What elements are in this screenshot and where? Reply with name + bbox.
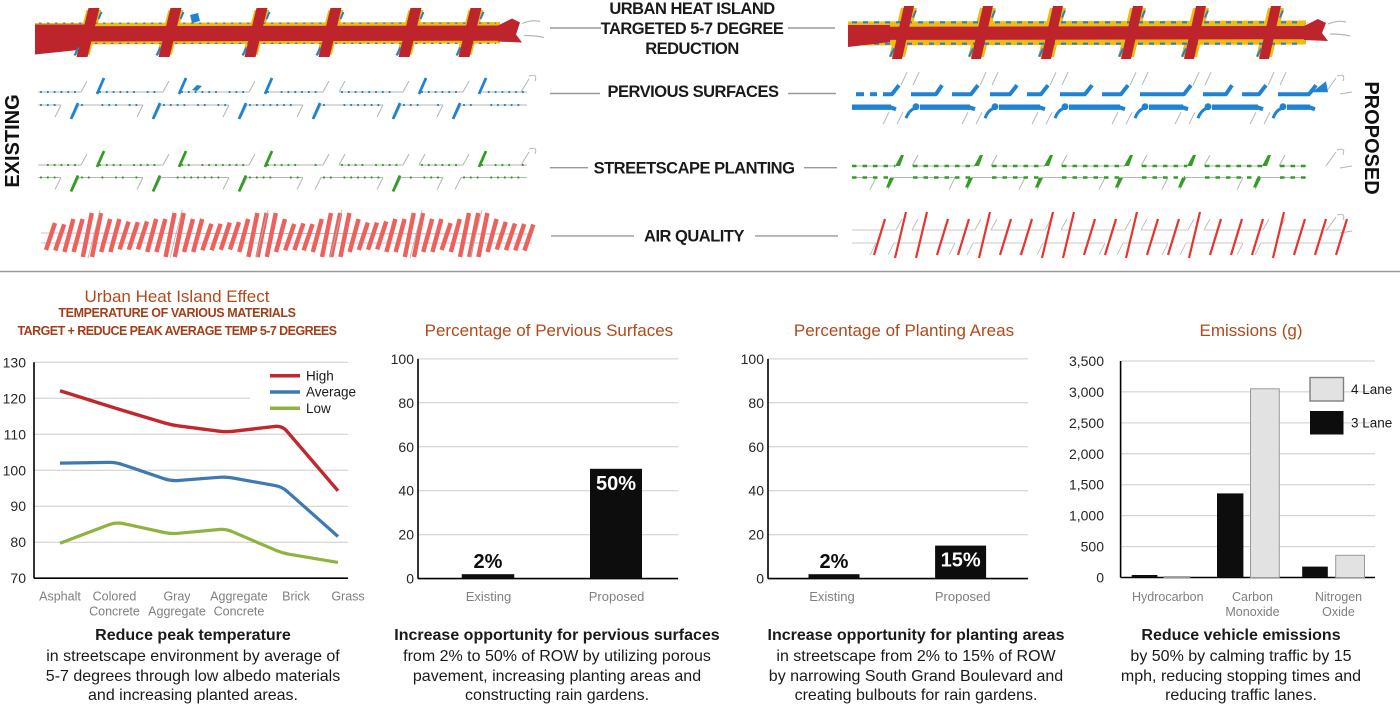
svg-text:60: 60 — [398, 439, 414, 455]
svg-text:1,500: 1,500 — [1069, 477, 1104, 493]
svg-text:2,500: 2,500 — [1069, 415, 1104, 431]
svg-text:0: 0 — [406, 571, 414, 587]
svg-text:Concrete: Concrete — [214, 605, 265, 619]
svg-text:Percentage of Pervious Surface: Percentage of Pervious Surfaces — [425, 321, 674, 340]
svg-text:70: 70 — [10, 570, 26, 586]
svg-text:TARGETED 5-7 DEGREE: TARGETED 5-7 DEGREE — [601, 20, 784, 38]
svg-text:Low: Low — [306, 401, 331, 416]
svg-text:TEMPERATURE OF VARIOUS MATERIA: TEMPERATURE OF VARIOUS MATERIALS — [58, 306, 295, 320]
svg-text:3 Lane: 3 Lane — [1351, 416, 1392, 431]
svg-text:URBAN HEAT ISLAND: URBAN HEAT ISLAND — [609, 0, 775, 18]
svg-text:PERVIOUS SURFACES: PERVIOUS SURFACES — [608, 83, 779, 101]
svg-text:50%: 50% — [596, 473, 636, 495]
svg-text:Proposed: Proposed — [589, 589, 645, 604]
svg-text:Concrete: Concrete — [89, 605, 140, 619]
svg-text:80: 80 — [398, 395, 414, 411]
svg-text:4 Lane: 4 Lane — [1351, 382, 1392, 397]
svg-text:Gray: Gray — [163, 590, 191, 604]
svg-text:PROPOSED: PROPOSED — [1360, 81, 1382, 194]
svg-text:Emissions (g): Emissions (g) — [1200, 321, 1303, 340]
svg-text:20: 20 — [398, 527, 414, 543]
svg-text:120: 120 — [3, 390, 27, 406]
svg-text:Existing: Existing — [466, 589, 512, 604]
svg-text:110: 110 — [4, 426, 27, 442]
svg-text:Asphalt: Asphalt — [39, 590, 81, 604]
svg-text:2%: 2% — [820, 551, 849, 573]
svg-text:80: 80 — [10, 534, 26, 550]
svg-text:High: High — [306, 368, 334, 383]
svg-text:0: 0 — [1096, 570, 1104, 586]
svg-text:3,000: 3,000 — [1069, 384, 1104, 400]
svg-text:Average: Average — [306, 385, 356, 400]
svg-text:80: 80 — [748, 395, 764, 411]
svg-text:Monoxide: Monoxide — [1225, 605, 1279, 619]
svg-text:Aggregate: Aggregate — [210, 590, 268, 604]
svg-text:100: 100 — [741, 351, 765, 367]
svg-text:Oxide: Oxide — [1322, 605, 1355, 619]
svg-text:Proposed: Proposed — [935, 589, 991, 604]
svg-text:AIR QUALITY: AIR QUALITY — [644, 228, 744, 246]
svg-text:Nitrogen: Nitrogen — [1315, 590, 1362, 604]
svg-text:Carbon: Carbon — [1232, 590, 1273, 604]
svg-text:Aggregate: Aggregate — [148, 605, 206, 619]
svg-text:2,000: 2,000 — [1069, 446, 1104, 462]
svg-text:Urban Heat Island Effect: Urban Heat Island Effect — [85, 287, 270, 306]
svg-text:40: 40 — [398, 483, 414, 499]
svg-text:500: 500 — [1081, 539, 1105, 555]
svg-text:Colored: Colored — [93, 590, 137, 604]
svg-text:3,500: 3,500 — [1069, 353, 1104, 369]
svg-text:60: 60 — [748, 439, 764, 455]
svg-text:TARGET + REDUCE PEAK AVERAGE T: TARGET + REDUCE PEAK AVERAGE TEMP 5-7 DE… — [18, 324, 337, 338]
svg-text:Hydrocarbon: Hydrocarbon — [1132, 590, 1204, 604]
svg-text:STREETSCAPE PLANTING: STREETSCAPE PLANTING — [594, 160, 795, 178]
svg-text:REDUCTION: REDUCTION — [645, 40, 739, 58]
svg-text:Existing: Existing — [809, 589, 855, 604]
svg-text:130: 130 — [3, 354, 27, 370]
svg-text:1,000: 1,000 — [1069, 508, 1104, 524]
svg-text:100: 100 — [3, 462, 27, 478]
svg-text:100: 100 — [391, 351, 415, 367]
svg-text:15%: 15% — [941, 550, 981, 572]
svg-text:40: 40 — [748, 483, 764, 499]
svg-text:Grass: Grass — [331, 590, 364, 604]
svg-text:Percentage of Planting Areas: Percentage of Planting Areas — [794, 321, 1014, 340]
svg-text:20: 20 — [748, 527, 764, 543]
svg-text:2%: 2% — [474, 551, 503, 573]
svg-text:90: 90 — [10, 498, 26, 514]
svg-text:Brick: Brick — [282, 590, 311, 604]
svg-text:0: 0 — [756, 571, 764, 587]
svg-text:EXISTING: EXISTING — [2, 94, 24, 187]
